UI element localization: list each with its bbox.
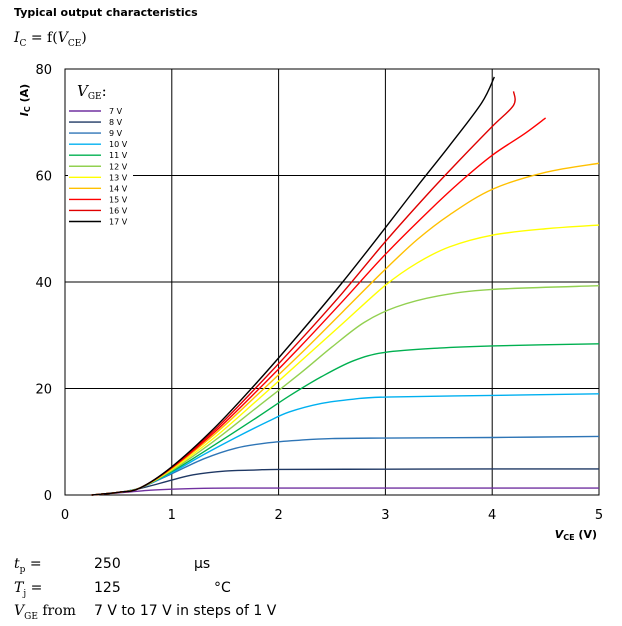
condition-tj-unit: °C: [214, 580, 231, 596]
x-tick-label: 3: [381, 508, 389, 523]
x-tick-label: 2: [274, 508, 282, 523]
legend-entry-label: 7 V: [109, 107, 123, 116]
y-tick-label: 20: [35, 383, 52, 398]
formula-x-symbol: V: [57, 30, 68, 46]
chart-formula: IC = f(VCE): [14, 30, 87, 49]
formula-end: ): [81, 30, 87, 46]
x-tick-label: 4: [488, 508, 496, 523]
vge-from: from: [37, 603, 76, 619]
output-characteristics-chart: 0 1 2 3 4 5 0 20 40 60 80 VCE (V) IC (A) VGE:7 V 8 V 9 …: [18, 63, 603, 542]
y-tick-label: 0: [44, 489, 52, 504]
formula-x-subscript: CE: [67, 38, 82, 49]
tj-equals: =: [26, 580, 43, 596]
legend: VGE:7 V 8 V 9 V 10 V 11 V 12 V 13 V 14 V 15 V 16 …: [68, 73, 133, 277]
y-axis-label: IC (A): [18, 84, 32, 116]
x-tick-label: 5: [595, 508, 603, 523]
formula-y-subscript: C: [19, 38, 27, 49]
tj-symbol: T: [14, 580, 24, 596]
series-line-7v: [91, 487, 599, 496]
formula-mid: = f(: [26, 30, 58, 46]
formula-y-symbol: I: [14, 30, 20, 46]
legend-box: [68, 73, 133, 277]
condition-tj-label: Tj =: [14, 580, 94, 599]
chart-title: Typical output characteristics: [14, 6, 198, 19]
legend-entry-label: 9 V: [109, 129, 123, 138]
condition-tp-value: 250: [94, 556, 121, 572]
x-axis-label: VCE (V): [555, 528, 597, 542]
tp-symbol: t: [14, 556, 20, 572]
condition-vge-label: VGE from: [14, 603, 94, 622]
tp-subscript: p: [19, 564, 26, 575]
y-tick-label: 80: [35, 63, 52, 78]
vge-symbol: V: [14, 603, 25, 619]
x-tick-label: 0: [61, 508, 69, 523]
legend-entry-label: 15 V: [109, 195, 128, 204]
x-tick-label: 1: [168, 508, 176, 523]
legend-entry-label: 11 V: [109, 151, 128, 160]
series-line-17v: [91, 76, 495, 496]
tj-subscript: j: [23, 588, 27, 599]
legend-entry-label: 12 V: [109, 162, 128, 171]
legend-entry-label: 10 V: [109, 140, 128, 149]
vge-subscript: GE: [24, 611, 38, 622]
tp-equals: =: [25, 556, 42, 572]
legend-entry-label: 16 V: [109, 206, 128, 215]
legend-entry-label: 14 V: [109, 184, 128, 193]
legend-entry-label: 17 V: [109, 218, 128, 227]
y-tick-label: 60: [35, 170, 52, 185]
legend-title: VGE:: [77, 82, 107, 102]
condition-tp-label: tp =: [14, 556, 94, 575]
legend-entry-label: 13 V: [109, 173, 128, 182]
condition-tj-value: 125: [94, 580, 121, 596]
legend-entry-label: 8 V: [109, 118, 123, 127]
condition-vge-text: 7 V to 17 V in steps of 1 V: [94, 603, 277, 619]
y-tick-label: 40: [35, 276, 52, 291]
condition-tp-unit: µs: [194, 556, 211, 572]
